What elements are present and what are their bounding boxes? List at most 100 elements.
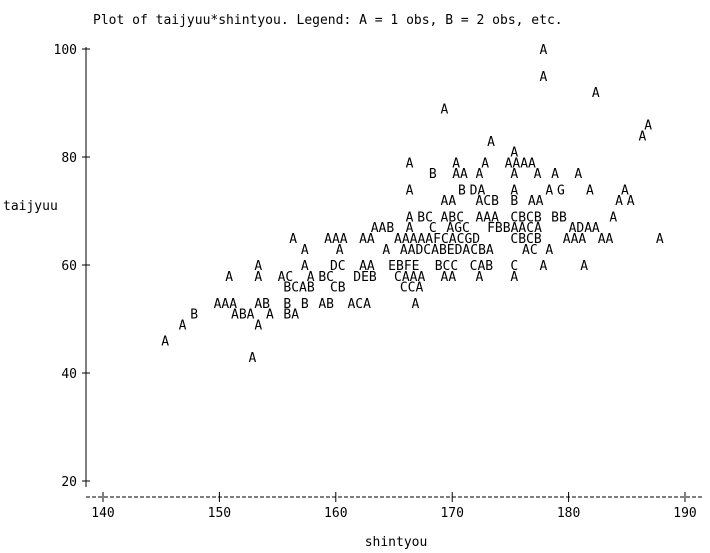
data-point: BCAB (283, 281, 314, 296)
y-axis-label: taijyuu (3, 199, 58, 214)
data-point: A (656, 232, 664, 247)
x-tick-label: 180 (557, 506, 580, 521)
data-point: AB (318, 297, 334, 312)
data-point: A (225, 270, 233, 285)
data-point: C (510, 259, 518, 274)
data-point: B (190, 308, 198, 323)
data-point: DC (330, 259, 346, 274)
data-point: C (429, 221, 437, 236)
data-point: A (510, 146, 518, 161)
data-point: A (406, 210, 414, 225)
data-point: A (621, 183, 629, 198)
data-point: B (283, 297, 291, 312)
data-point: AB (254, 297, 270, 312)
data-point: B (429, 167, 437, 182)
data-point: A (382, 243, 390, 258)
chart-title: Plot of taijyuu*shintyou. Legend: A = 1 … (93, 13, 563, 28)
data-point: AADCABEDACBA (400, 243, 494, 258)
data-point: A (249, 351, 257, 366)
data-point: A (475, 270, 483, 285)
x-tick-label: 170 (440, 506, 463, 521)
y-tick-label: 20 (61, 475, 77, 490)
data-point: AAA (563, 232, 587, 247)
data-point: CB (330, 281, 346, 296)
data-point: ABC (441, 210, 464, 225)
data-point: AA (598, 232, 614, 247)
data-point: B (510, 194, 518, 209)
y-tick-label: 80 (61, 151, 77, 166)
data-point: AA (452, 167, 468, 182)
data-point: CBCB (510, 210, 541, 225)
x-tick-label: 140 (91, 506, 114, 521)
data-point: AC (278, 270, 294, 285)
data-point: B (301, 297, 309, 312)
data-point: CAAA (394, 270, 425, 285)
data-point: B (458, 183, 466, 198)
data-point: A (510, 183, 518, 198)
x-tick-label: 150 (208, 506, 231, 521)
data-point: A (540, 70, 548, 85)
data-point: A (540, 43, 548, 58)
data-point: AA (528, 194, 544, 209)
x-tick-label: 190 (673, 506, 696, 521)
data-point: A (545, 183, 553, 198)
data-point: CBCB (510, 232, 541, 247)
data-point: A (487, 135, 495, 150)
data-point: AAB (371, 221, 395, 236)
data-point: AA (441, 194, 457, 209)
data-point: A (638, 129, 646, 144)
data-point: BCC (435, 259, 458, 274)
data-point: A (301, 243, 309, 258)
data-point: A (289, 232, 297, 247)
data-point: CCA (400, 281, 424, 296)
x-tick-label: 160 (324, 506, 347, 521)
data-point: A (254, 270, 262, 285)
data-point: ABA (231, 308, 255, 323)
data-point: CAB (470, 259, 494, 274)
data-point: BC (417, 210, 433, 225)
data-point: A (510, 167, 518, 182)
data-point: A (545, 243, 553, 258)
data-point: A (551, 167, 559, 182)
data-point: A (161, 335, 169, 350)
data-point: A (540, 259, 548, 274)
data-point: AC (522, 243, 538, 258)
data-point: AAAA (505, 156, 536, 171)
data-point: BC (318, 270, 334, 285)
data-point: AAAAAFCACGD (394, 232, 480, 247)
data-point: AA (359, 259, 375, 274)
data-point: A (301, 259, 309, 274)
data-point: A (179, 318, 187, 333)
y-tick-label: 60 (61, 259, 77, 274)
data-point: AAA (324, 232, 348, 247)
data-point: A (411, 297, 419, 312)
data-point: ACB (475, 194, 499, 209)
data-point: FBBAACA (487, 221, 542, 236)
data-point: DEB (353, 270, 377, 285)
data-point: A (580, 259, 588, 274)
data-point: A (510, 270, 518, 285)
data-point: A (534, 167, 542, 182)
data-point: ACA (347, 297, 371, 312)
y-tick-label: 40 (61, 367, 77, 382)
data-point: A (627, 194, 635, 209)
data-point: DA (470, 183, 486, 198)
data-point: A (586, 183, 594, 198)
axis-ticks: 20 40 60 80 100 140 150 160 170 180 190 (54, 43, 697, 521)
data-point: A (266, 308, 274, 323)
data-point: A (336, 243, 344, 258)
data-point: A (307, 270, 315, 285)
data-point: A (644, 119, 652, 134)
data-point: A (406, 156, 414, 171)
data-point: A (592, 221, 600, 236)
data-point: G (557, 183, 565, 198)
data-point: A (254, 318, 262, 333)
data-point: A (452, 156, 460, 171)
data-point: ADA (569, 221, 593, 236)
axes (85, 47, 702, 498)
data-point: AAA (214, 297, 238, 312)
data-point: A (481, 156, 489, 171)
data-point: A (574, 167, 582, 182)
data-point: AA (441, 270, 457, 285)
